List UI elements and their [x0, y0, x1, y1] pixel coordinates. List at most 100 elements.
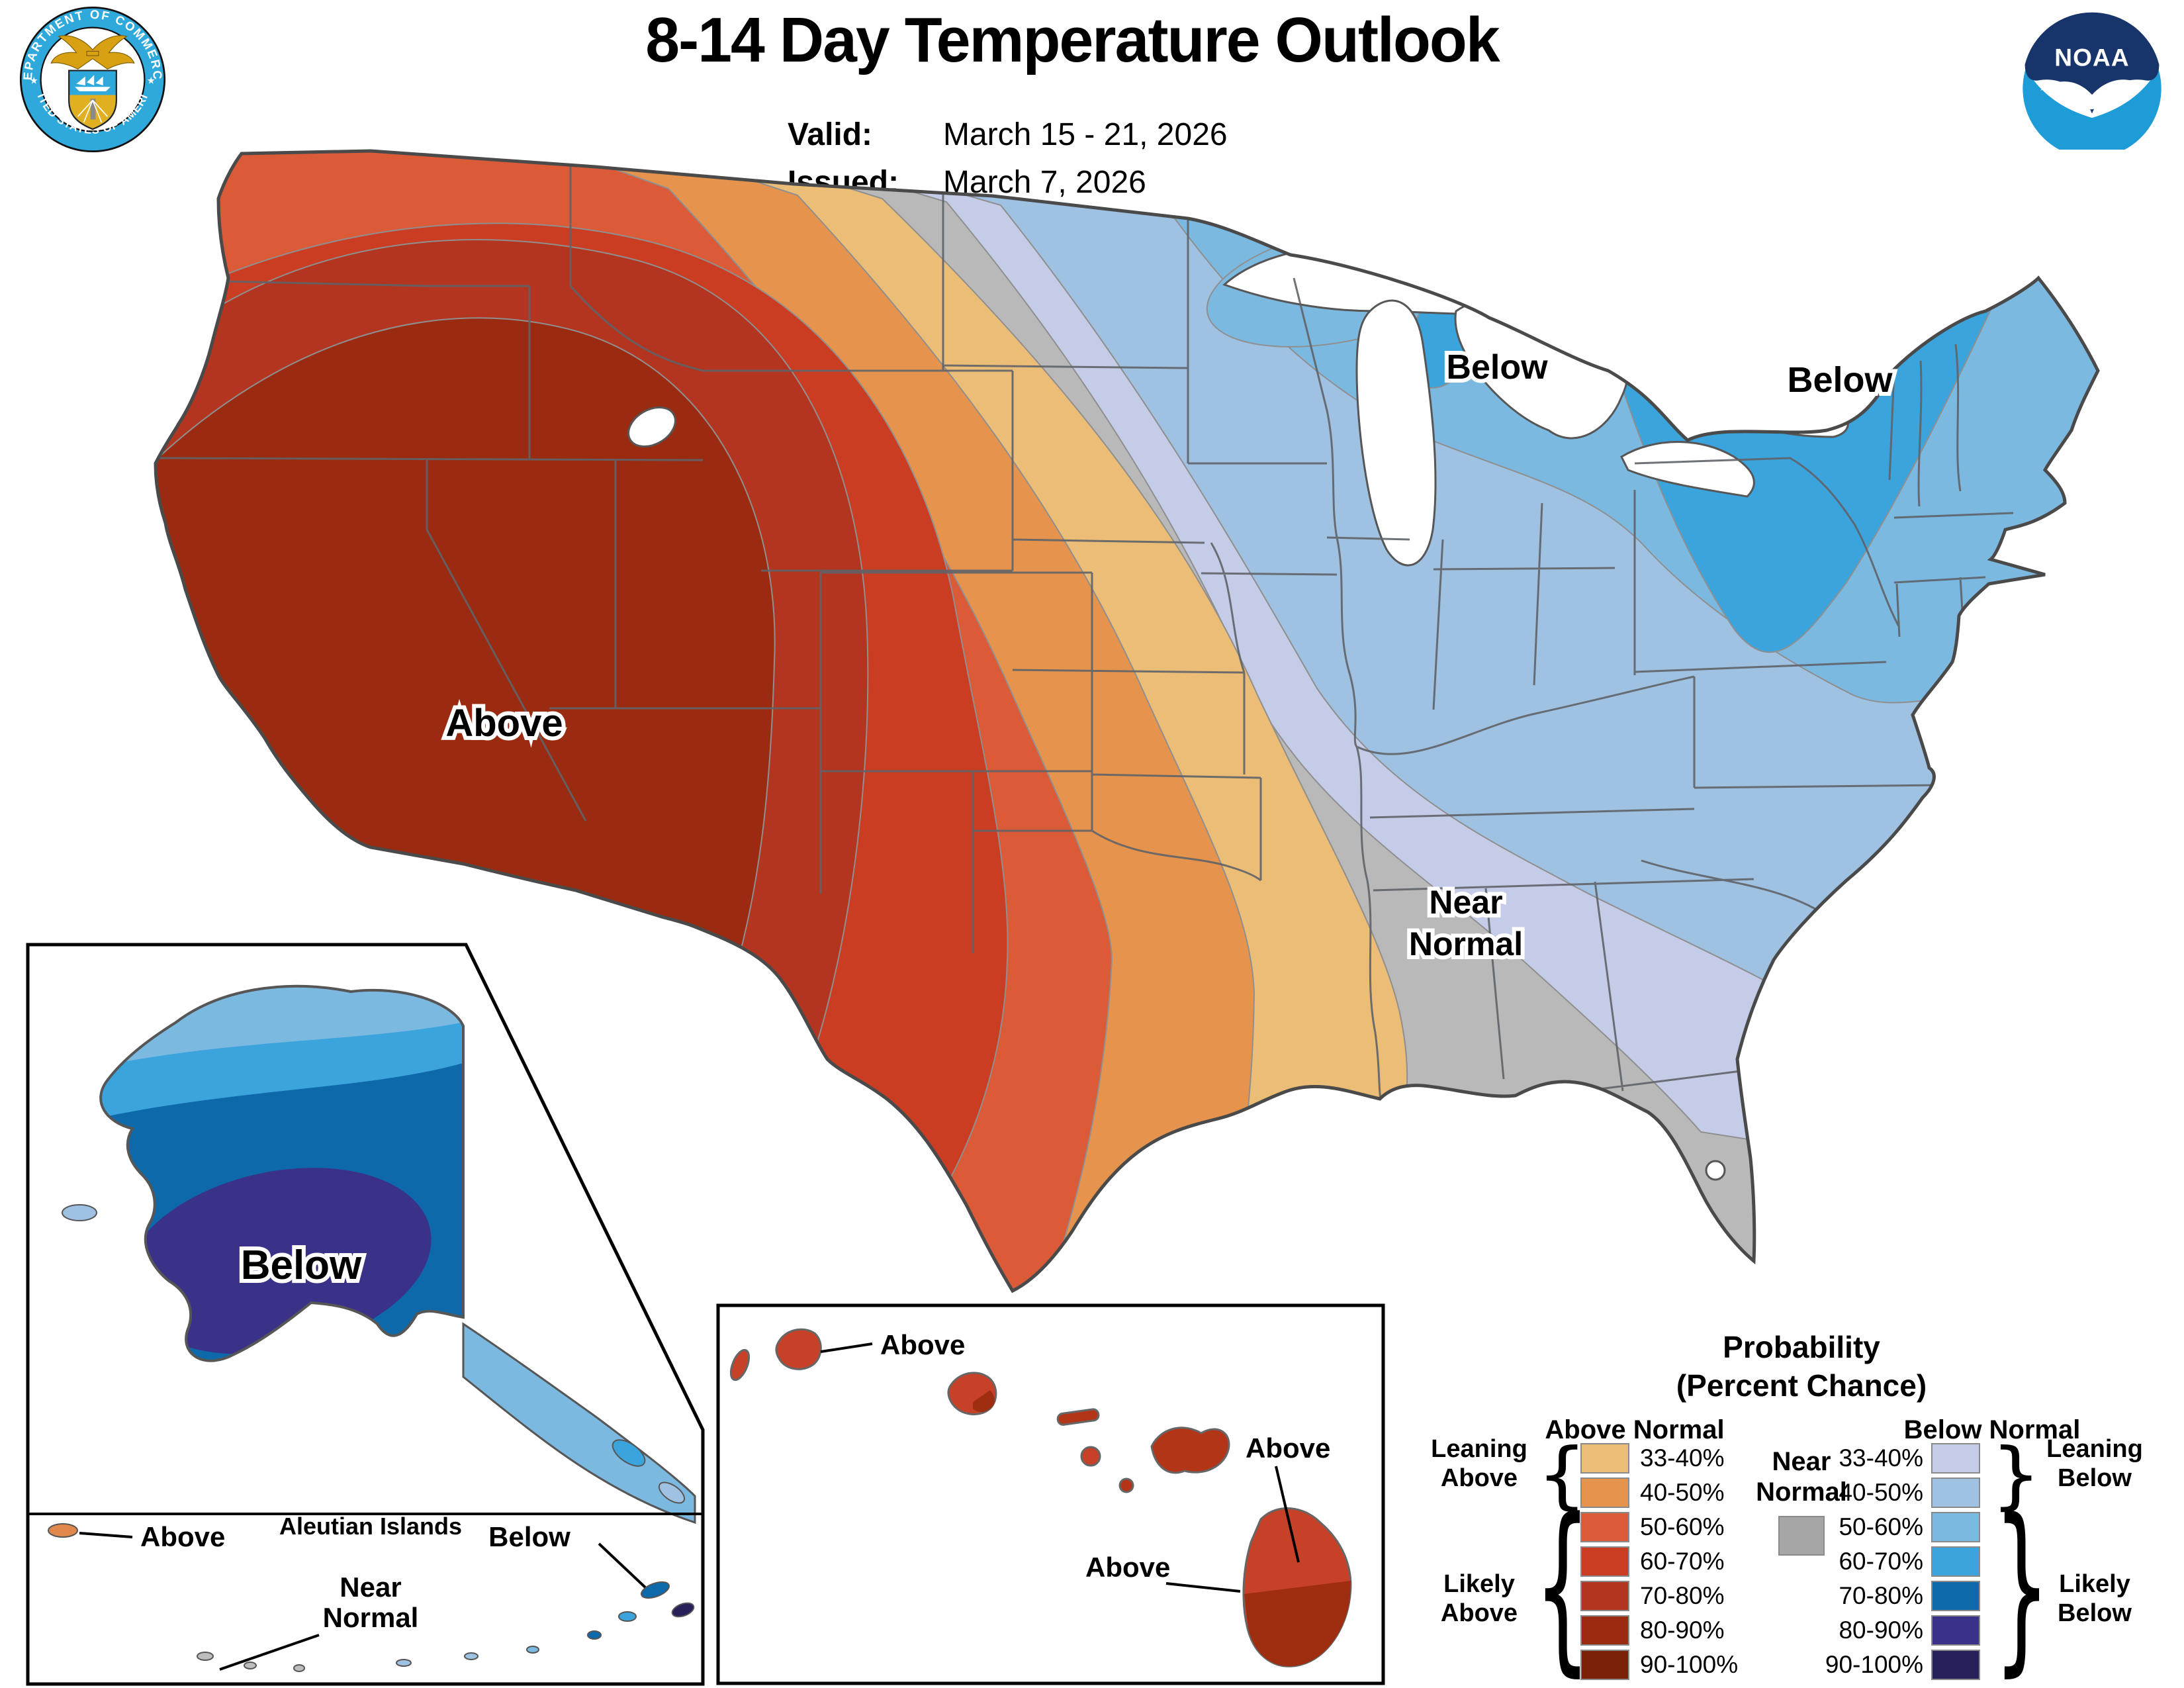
- noaa-logo-icon: NOAA: [2021, 7, 2163, 150]
- legend-likely-above-2: Above: [1440, 1599, 1518, 1627]
- legend-near-2: Normal: [1756, 1477, 1847, 1507]
- aleutian-island-gray-2: [244, 1662, 257, 1669]
- legend-above-swatch-1: [1580, 1477, 1629, 1508]
- alaska-outline: [99, 984, 465, 1362]
- aleutian-island-lightblue-2: [464, 1652, 478, 1660]
- lake-okeechobee: [1705, 1160, 1726, 1181]
- probability-legend: Probability (Percent Chance) Above Norma…: [1423, 1317, 2184, 1688]
- hawaii-niihau: [729, 1348, 751, 1382]
- legend-above-range-2: 50-60%: [1640, 1513, 1725, 1540]
- legend-leaning-above-2: Above: [1440, 1464, 1518, 1492]
- brace-likely-above: {: [1534, 1479, 1591, 1688]
- label-hawaii-above1: Above: [880, 1329, 965, 1360]
- hawaii-kahoolawe: [1118, 1477, 1134, 1493]
- aleutian-above-leader: [79, 1532, 133, 1538]
- alaska-west-island: [62, 1204, 97, 1221]
- hawaii-lanai: [1080, 1446, 1101, 1467]
- great-salt-lake: [627, 406, 676, 447]
- seal-star-left: ★: [30, 76, 38, 87]
- label-below-midwest: Below: [1446, 348, 1548, 387]
- label-near-normal-2: Normal: [1409, 925, 1523, 962]
- label-aleutian-above: Above: [140, 1521, 225, 1552]
- aleutian-island-blue-3: [587, 1630, 602, 1640]
- legend-near-1: Near: [1772, 1447, 1831, 1476]
- legend-above-range-0: 33-40%: [1640, 1444, 1725, 1472]
- legend-below-swatch-0: [1931, 1443, 1980, 1474]
- legend-above-range-6: 90-100%: [1640, 1651, 1739, 1678]
- legend-near-swatch: [1778, 1516, 1825, 1556]
- label-aleutian-title: Aleutian Islands: [279, 1513, 462, 1540]
- hawaii-kauai: [775, 1328, 822, 1370]
- state-boundaries: [158, 159, 2014, 1105]
- seal-lighthouse-icon: [90, 99, 96, 120]
- alaska-band-50-60: [101, 986, 463, 1074]
- hawaii-big-island-dark: [1244, 1581, 1351, 1667]
- hawaii-oahu-dark: [973, 1390, 995, 1413]
- legend-title-1: Probability: [1723, 1330, 1880, 1364]
- valid-label: Valid:: [788, 117, 873, 152]
- alaska-panhandle: [462, 1322, 696, 1524]
- label-aleutian-below: Below: [488, 1521, 570, 1552]
- aleutian-island-gray: [197, 1652, 214, 1661]
- legend-likely-below-2: Below: [2058, 1599, 2132, 1627]
- legend-below-range-3: 60-70%: [1839, 1548, 1923, 1575]
- aleutian-island-lightblue-3: [526, 1646, 539, 1654]
- legend-below-header: Below Normal: [1903, 1415, 2081, 1444]
- legend-above-range-1: 40-50%: [1640, 1479, 1725, 1506]
- noaa-logo-text: NOAA: [2054, 44, 2129, 71]
- legend-below-swatch-6: [1931, 1650, 1980, 1680]
- legend-below-range-4: 70-80%: [1839, 1582, 1923, 1609]
- legend-below-swatch-2: [1931, 1512, 1980, 1542]
- aleutian-below-leader: [598, 1542, 647, 1589]
- seal-ship-icon: [75, 75, 111, 91]
- aleutian-island-blue-2: [618, 1611, 637, 1622]
- legend-above-swatch-0: [1580, 1443, 1629, 1474]
- page-title: 8-14 Day Temperature Outlook: [645, 5, 1500, 75]
- legend-below-swatch-1: [1931, 1477, 1980, 1508]
- alaska-inset: Below: [26, 943, 705, 1686]
- legend-below-swatch-5: [1931, 1615, 1980, 1646]
- hawaii-molokai: [1056, 1408, 1100, 1426]
- label-hawaii-above3: Above: [1085, 1552, 1170, 1583]
- legend-below-range-0: 33-40%: [1839, 1444, 1923, 1472]
- hawaii-above2-leader: [1275, 1466, 1300, 1563]
- aleutian-inset: Above Aleutian Islands Below Near Normal: [28, 1513, 703, 1672]
- hawaii-maui: [1150, 1427, 1230, 1474]
- legend-leaning-below-2: Below: [2058, 1464, 2132, 1492]
- department-of-commerce-seal-icon: DEPARTMENT OF COMMERCE UNITED STATES OF …: [19, 5, 166, 153]
- label-above-west: Above: [445, 702, 563, 745]
- legend-leaning-below-1: Leaning: [2046, 1435, 2143, 1463]
- legend-below-swatch-4: [1931, 1581, 1980, 1611]
- hawaii-above3-leader: [1165, 1582, 1241, 1593]
- aleutian-island-gray-3: [293, 1664, 305, 1672]
- legend-below-range-1: 40-50%: [1839, 1479, 1923, 1506]
- alaska-panhandle-island-2: [658, 1481, 686, 1504]
- legend-above-range-5: 80-90%: [1640, 1617, 1725, 1644]
- legend-likely-below-1: Likely: [2059, 1570, 2130, 1598]
- legend-below-range-5: 80-90%: [1839, 1617, 1923, 1644]
- legend-above-swatch-4: [1580, 1581, 1629, 1611]
- legend-above-swatch-2: [1580, 1512, 1629, 1542]
- legend-below-range-2: 50-60%: [1839, 1513, 1923, 1540]
- brace-leaning-below: }: [1991, 1432, 2042, 1518]
- label-aleutian-near-1: Near: [340, 1571, 401, 1603]
- label-near-normal-1: Near: [1429, 884, 1502, 921]
- alaska-panhandle-island: [612, 1439, 646, 1467]
- lake-michigan: [1355, 299, 1437, 567]
- aleutian-island-blue: [641, 1581, 670, 1599]
- brace-leaning-above: {: [1537, 1432, 1588, 1518]
- valid-line: Valid: March 15 - 21, 2026: [788, 117, 1714, 153]
- legend-above-header: Above Normal: [1545, 1415, 1725, 1444]
- legend-above-swatch-3: [1580, 1546, 1629, 1577]
- hawaii-inset: Above Above Above: [716, 1303, 1385, 1685]
- label-hawaii-above2: Above: [1246, 1432, 1330, 1464]
- legend-above-range-4: 70-80%: [1640, 1582, 1725, 1609]
- label-alaska-below: Below: [241, 1243, 362, 1288]
- valid-value: March 15 - 21, 2026: [943, 117, 1228, 152]
- legend-likely-above-1: Likely: [1443, 1570, 1515, 1598]
- legend-above-swatch-5: [1580, 1615, 1629, 1646]
- aleutian-near-leader: [219, 1634, 320, 1671]
- lake-erie: [1620, 441, 1755, 498]
- alaska-band-80-90: [124, 1168, 432, 1354]
